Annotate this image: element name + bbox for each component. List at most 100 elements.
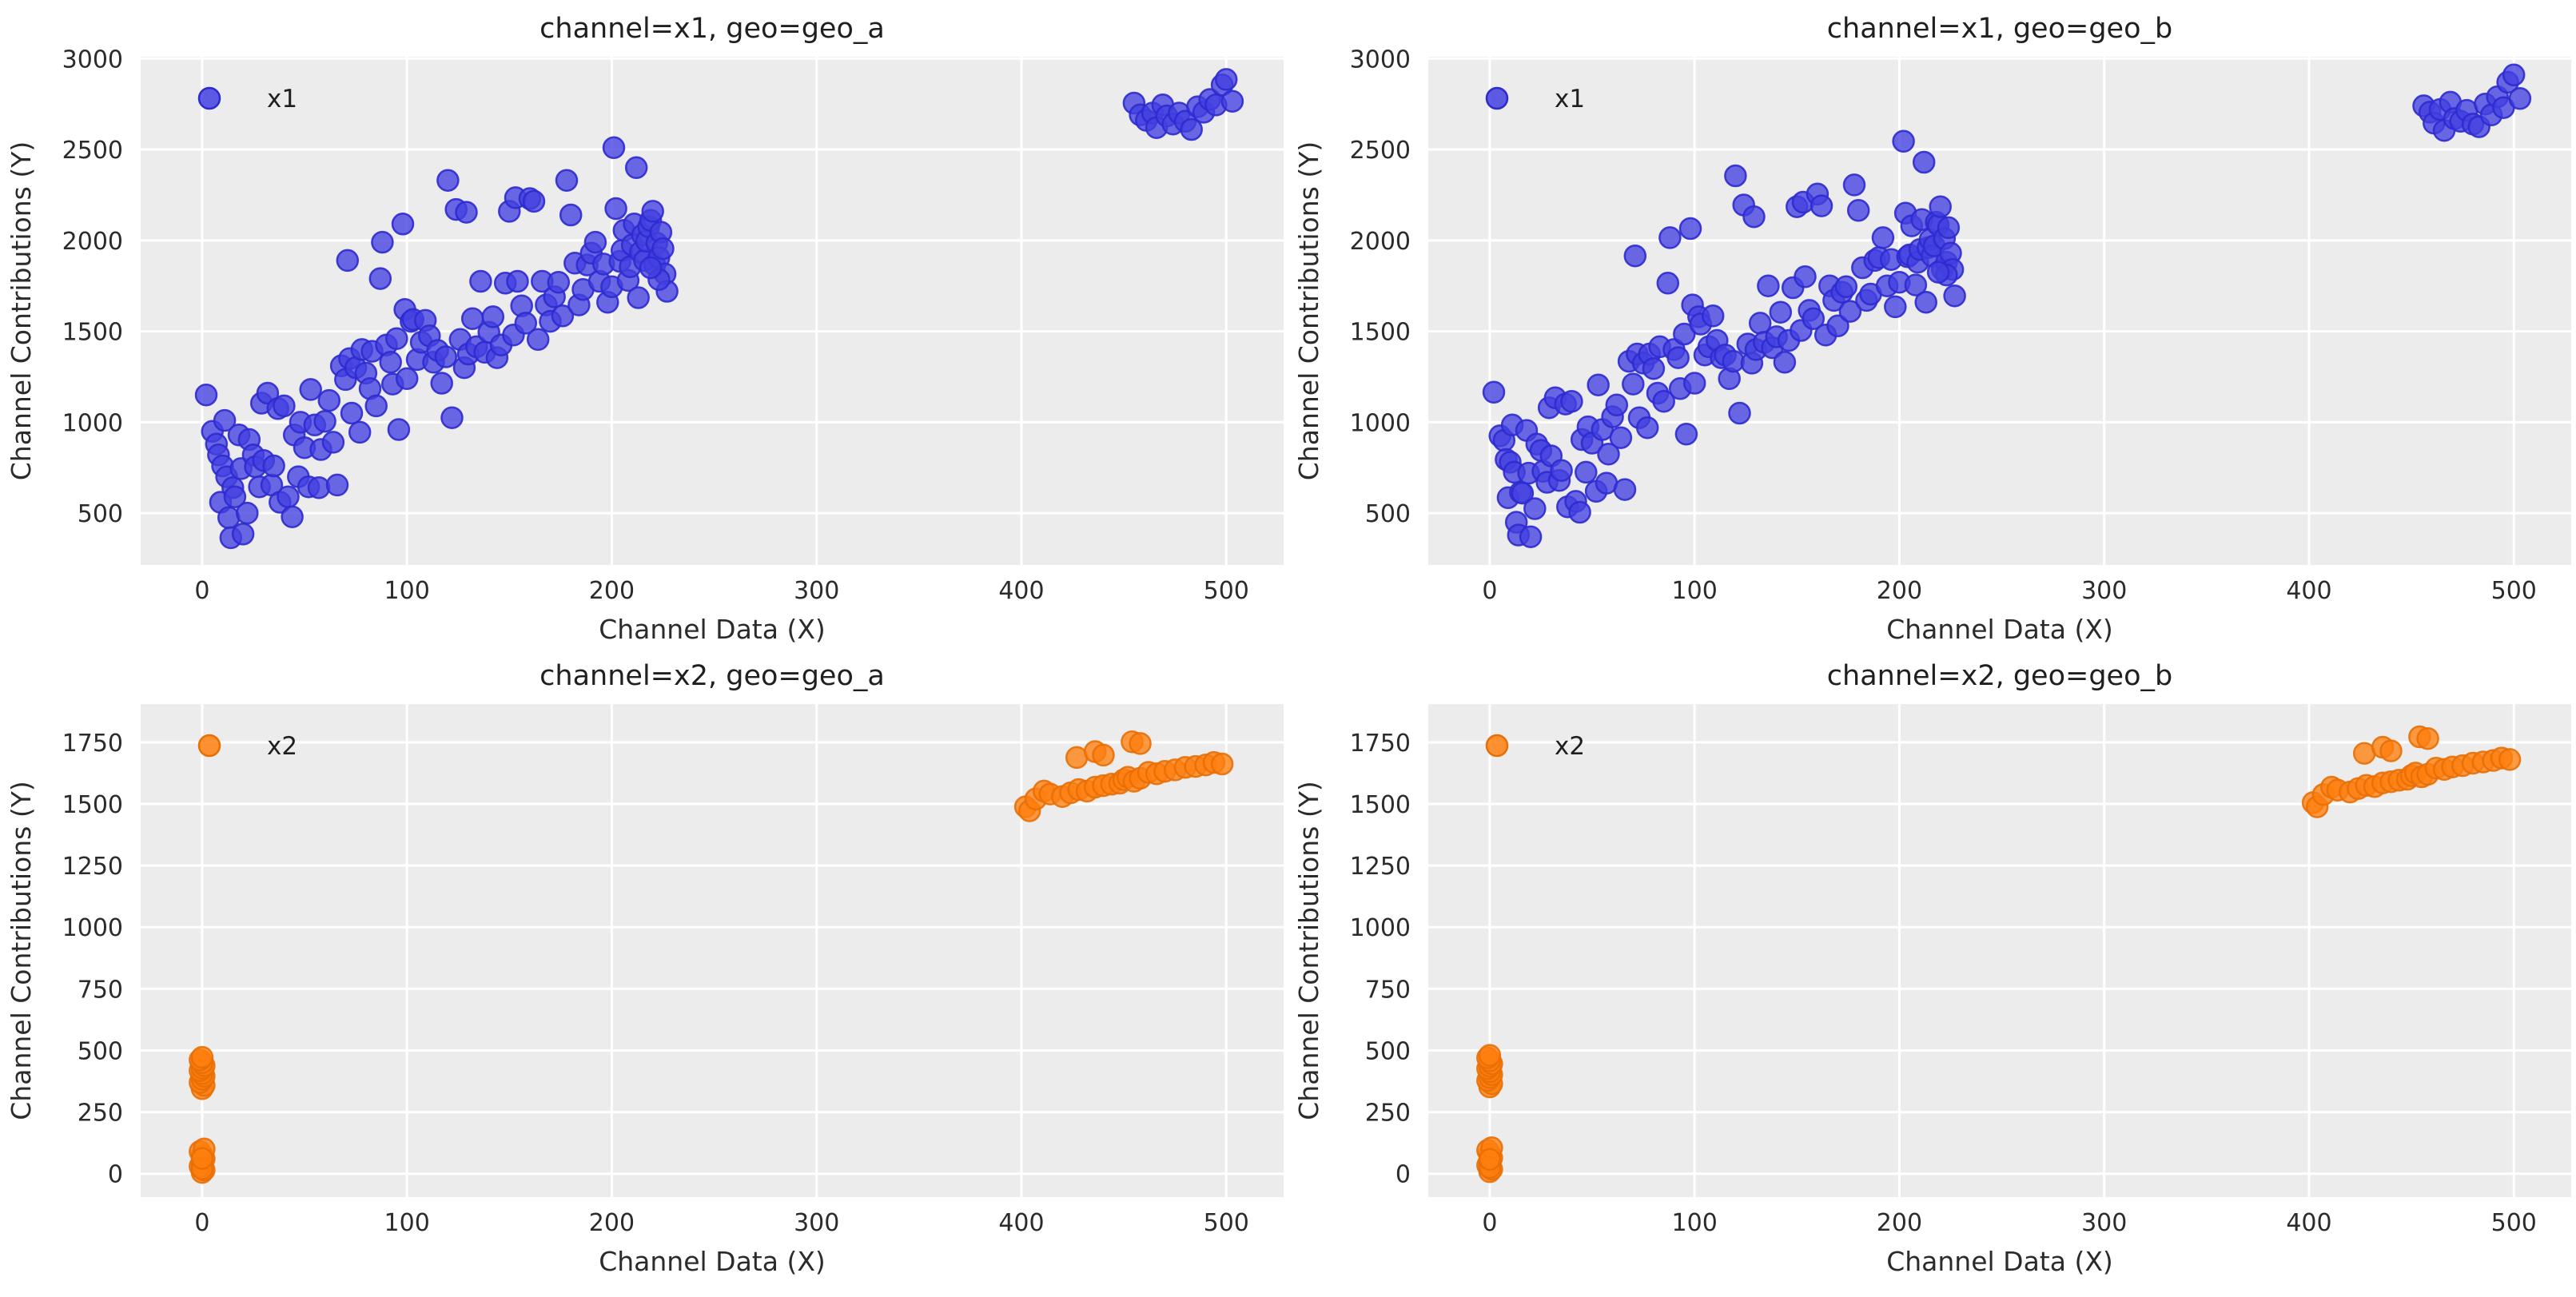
plot-svg: 0 100 200 300 400 500 500 1000 1500 2000 2500 3000 c… (6, 13, 1284, 645)
data-point (1929, 195, 1952, 218)
data-point (325, 473, 349, 497)
data-point (1926, 261, 1950, 284)
data-point (547, 270, 571, 294)
data-point (273, 394, 296, 418)
chart-title: channel=x2, geo=geo_a (539, 660, 885, 692)
data-point (2498, 748, 2522, 771)
data-point (559, 203, 583, 227)
subplot-channel-x2-geo-b: 0 100 200 300 400 500 0 250 500 750 1000 1250 1500 17… (1288, 648, 2576, 1297)
data-point (256, 381, 280, 405)
y-tick-label: 1500 (1350, 791, 1411, 819)
data-point (1769, 300, 1793, 324)
data-point (639, 256, 663, 280)
data-point (1826, 314, 1849, 338)
y-tick-label: 1000 (1350, 914, 1411, 942)
y-tick-label: 500 (78, 500, 123, 528)
data-point (1914, 290, 1937, 314)
legend-marker (197, 734, 221, 758)
data-point (277, 485, 300, 508)
scatter-series-x1 (1482, 63, 2532, 548)
legend-marker (197, 86, 221, 110)
data-point (371, 230, 394, 254)
y-tick-label: 250 (78, 1100, 123, 1128)
data-point (1724, 164, 1747, 188)
y-tick-label: 3000 (1350, 46, 1411, 74)
data-point (1802, 307, 1825, 330)
data-point (2379, 739, 2403, 762)
data-point (1568, 500, 1591, 524)
data-point (436, 169, 460, 192)
data-point (1210, 752, 1234, 776)
data-point (1892, 129, 1915, 153)
x-axis-label: Channel Data (X) (599, 1246, 826, 1277)
scatter-series-x2 (189, 730, 1234, 1184)
data-point (231, 523, 255, 546)
data-point (506, 269, 529, 293)
data-point (262, 454, 285, 478)
x-tick-label: 100 (384, 1209, 430, 1237)
x-tick-label: 0 (1482, 1209, 1497, 1237)
data-point (1214, 68, 1238, 91)
legend-label: x1 (1555, 85, 1585, 113)
data-point (1834, 275, 1858, 299)
y-tick-label: 500 (1365, 1037, 1411, 1065)
data-point (1656, 272, 1680, 295)
y-tick-label: 750 (1365, 976, 1411, 1004)
x-tick-label: 100 (1672, 1209, 1718, 1237)
data-point (1871, 226, 1895, 249)
data-point (379, 351, 402, 374)
x-axis-label: Channel Data (X) (599, 614, 826, 645)
data-point (1742, 205, 1766, 229)
x-tick-label: 500 (1204, 577, 1249, 605)
data-point (1666, 346, 1690, 369)
data-point (1842, 173, 1866, 197)
data-point (1613, 478, 1637, 501)
data-point (1523, 497, 1547, 520)
chart-title: channel=x2, geo=geo_b (1827, 660, 2172, 692)
data-point (1810, 194, 1833, 217)
legend-label: x2 (1555, 732, 1585, 761)
data-point (336, 249, 360, 273)
y-tick-label: 250 (1365, 1100, 1411, 1128)
data-point (1937, 216, 1961, 240)
y-tick-label: 1250 (62, 853, 123, 881)
data-point (481, 305, 505, 328)
data-point (1623, 244, 1647, 268)
y-tick-label: 0 (1395, 1161, 1411, 1189)
data-point (391, 213, 415, 236)
data-point (313, 409, 336, 433)
data-point (368, 267, 392, 290)
plot-svg: 0 100 200 300 400 500 0 250 500 750 1000 1250 1500 17… (1293, 660, 2571, 1277)
data-point (1884, 295, 1907, 319)
data-point (1129, 732, 1152, 755)
data-point (1682, 372, 1706, 395)
data-point (1605, 393, 1629, 417)
data-point (1674, 422, 1698, 446)
x-tick-label: 300 (794, 577, 839, 605)
data-point (2416, 726, 2439, 750)
y-axis-label: Channel Contributions (Y) (6, 781, 37, 1120)
x-tick-label: 500 (2491, 1209, 2537, 1237)
data-point (526, 328, 550, 352)
y-tick-label: 1500 (1350, 319, 1411, 347)
x-tick-label: 200 (589, 1209, 635, 1237)
x-tick-label: 400 (998, 577, 1044, 605)
data-point (1220, 90, 1244, 113)
data-point (317, 388, 341, 412)
data-point (455, 201, 478, 224)
data-point (604, 197, 627, 221)
y-tick-label: 1000 (62, 409, 123, 437)
y-tick-label: 500 (1365, 500, 1411, 528)
data-point (1597, 442, 1620, 466)
x-tick-label: 300 (2081, 577, 2127, 605)
data-point (440, 406, 464, 429)
y-tick-label: 500 (78, 1037, 123, 1065)
data-point (321, 431, 345, 454)
x-tick-label: 400 (2286, 577, 2331, 605)
data-point (514, 312, 538, 335)
data-point (1575, 460, 1598, 484)
data-point (1519, 525, 1543, 548)
y-tick-label: 2000 (1350, 228, 1411, 256)
x-tick-label: 0 (1482, 577, 1497, 605)
data-point (1838, 300, 1862, 323)
